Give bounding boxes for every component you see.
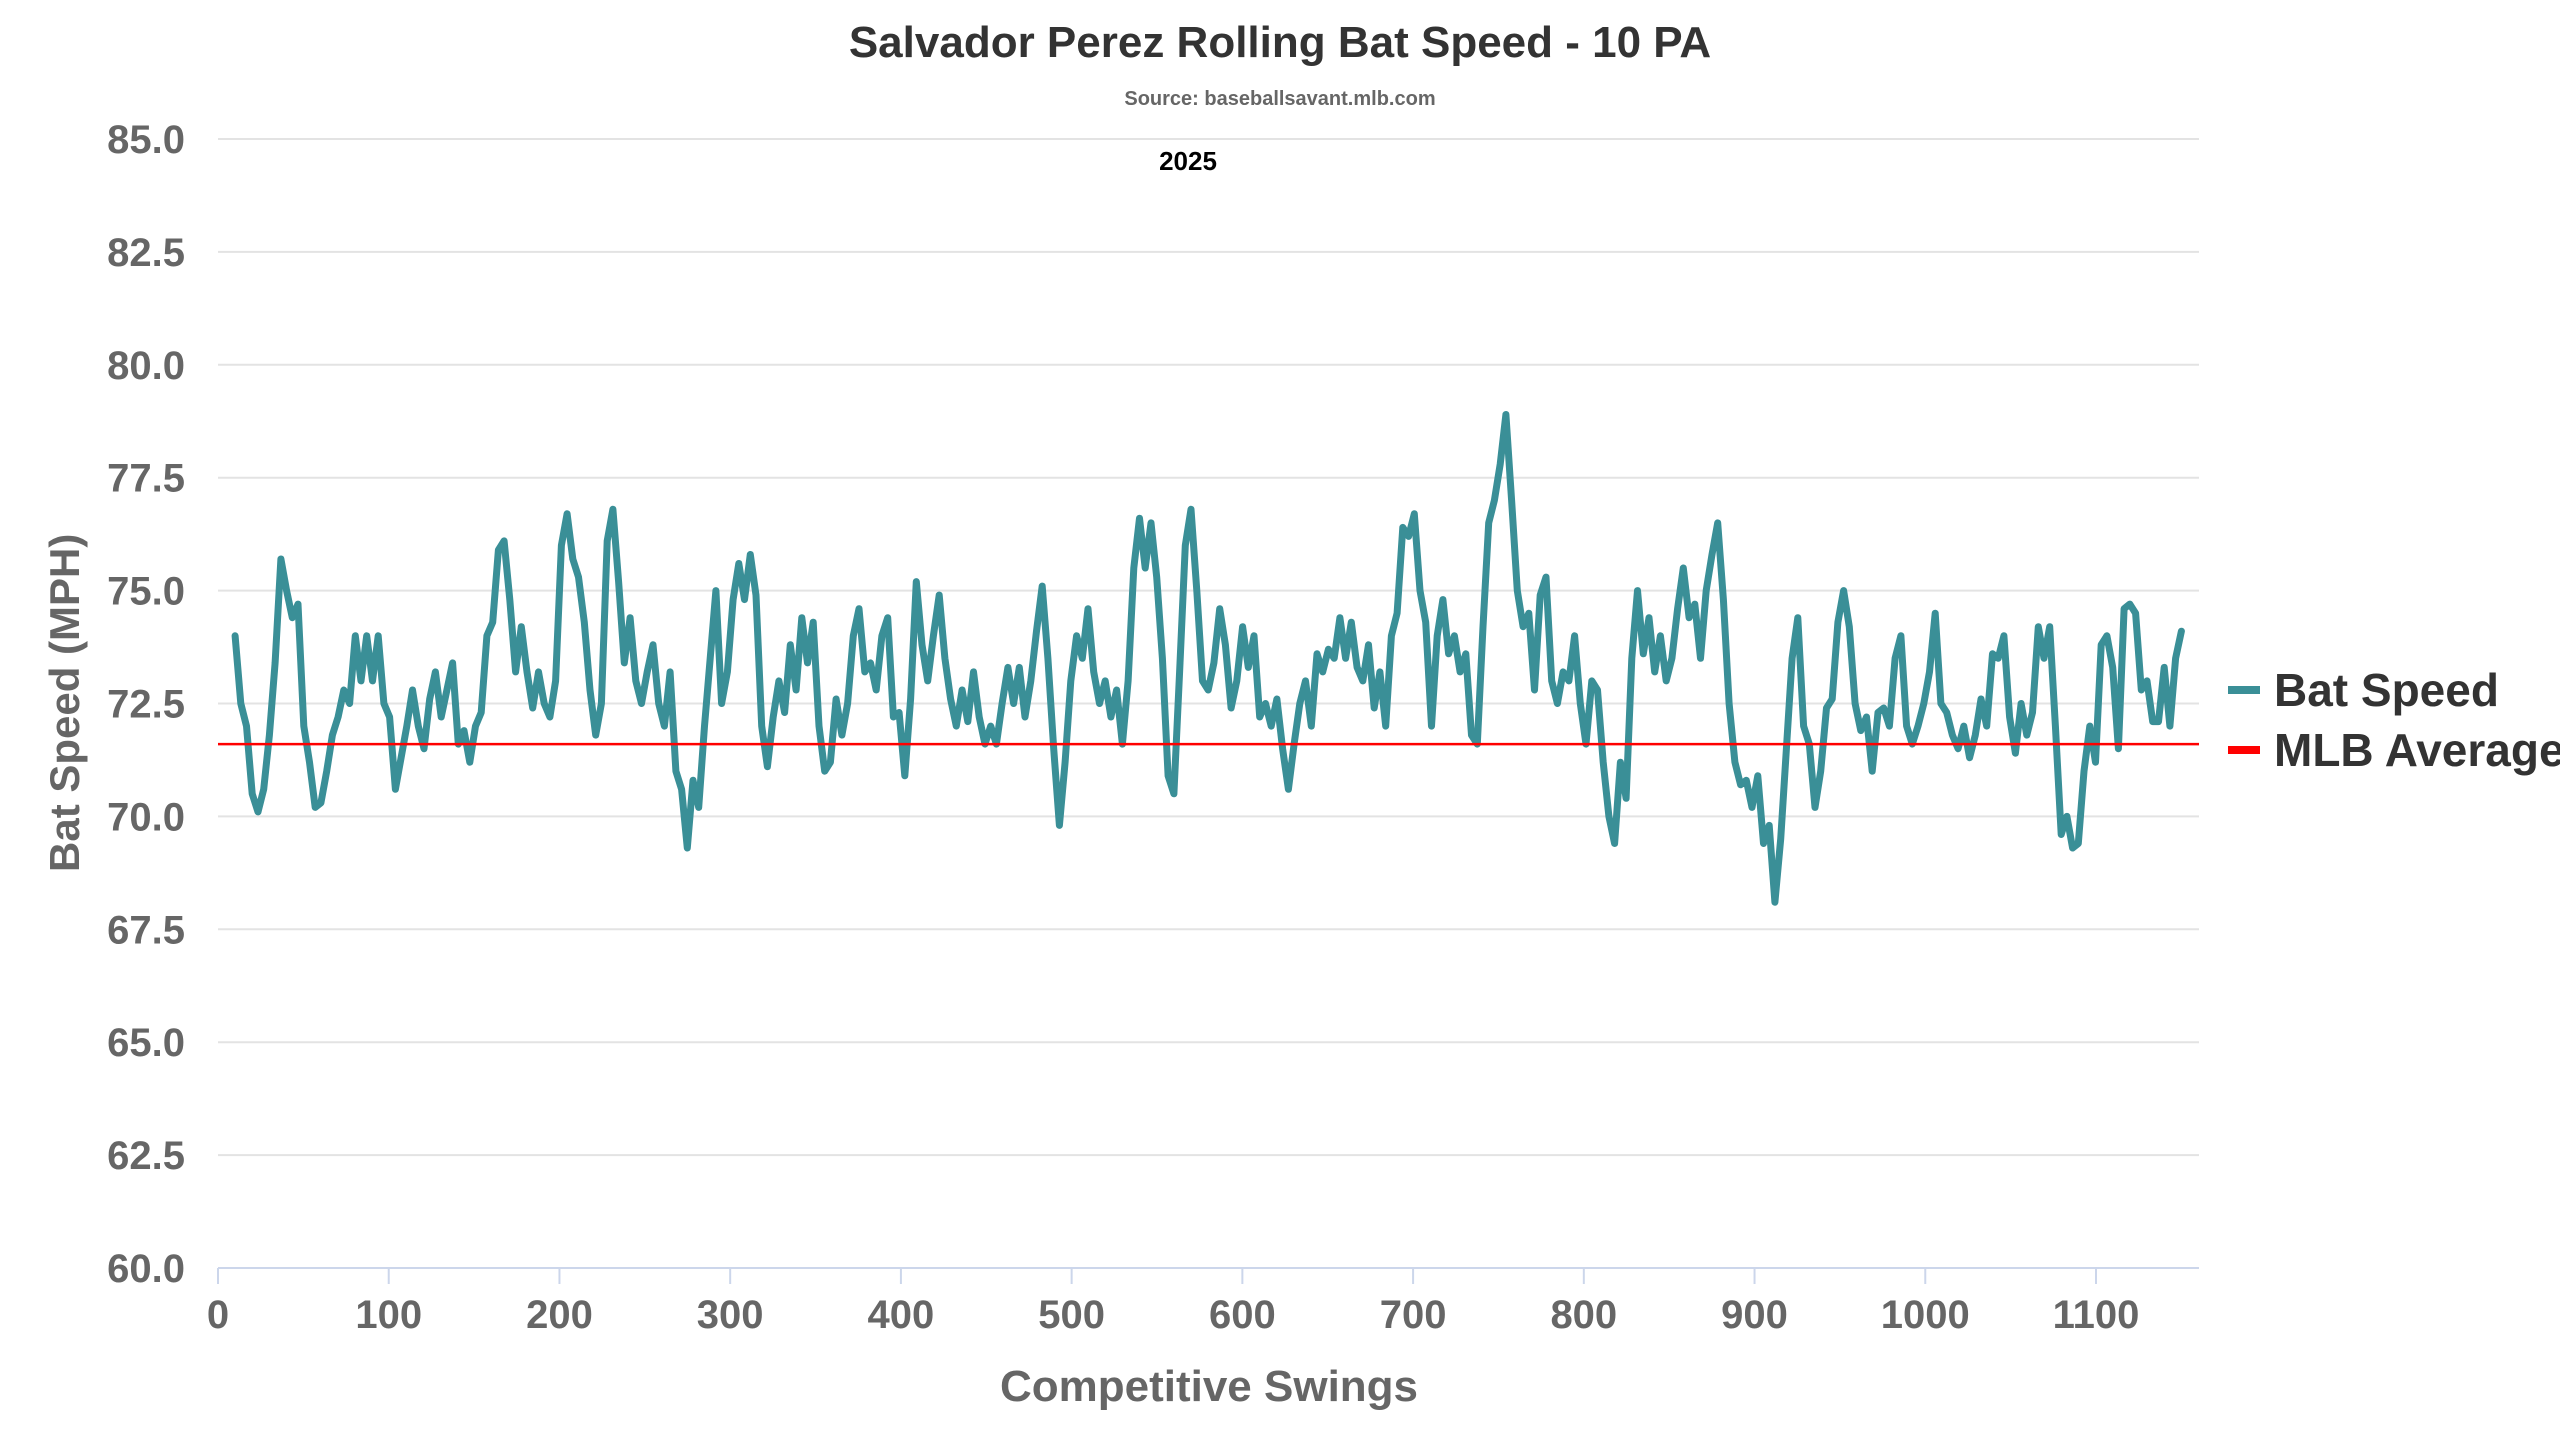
bat-speed-line (231, 411, 2185, 906)
legend-item-mlb-average[interactable]: MLB Average (2228, 720, 2560, 780)
x-tick-label: 900 (1721, 1293, 1788, 1337)
x-tick-label: 600 (1209, 1293, 1276, 1337)
y-tick-label: 65.0 (107, 1021, 185, 1065)
x-tick-label: 1000 (1881, 1293, 1970, 1337)
y-tick-label: 77.5 (107, 457, 185, 501)
y-tick-label: 72.5 (107, 683, 185, 727)
x-tick-label: 800 (1550, 1293, 1617, 1337)
x-tick-label: 400 (868, 1293, 935, 1337)
x-tick-label: 1100 (2053, 1293, 2140, 1337)
legend-label: Bat Speed (2274, 664, 2499, 716)
y-tick-label: 85.0 (107, 118, 185, 162)
x-tick-label: 500 (1038, 1293, 1105, 1337)
x-tick-label: 200 (526, 1293, 593, 1337)
y-tick-label: 75.0 (107, 570, 185, 614)
chart-subtitle: Source: baseballsavant.mlb.com (1124, 88, 1436, 110)
legend-swatch-mlb-average (2228, 746, 2260, 754)
y-tick-label: 67.5 (107, 908, 185, 952)
x-axis-title: Competitive Swings (999, 1362, 1419, 1411)
legend: Bat Speed MLB Average (2228, 660, 2560, 780)
legend-swatch-bat-speed (2228, 686, 2260, 694)
y-tick-label: 70.0 (107, 795, 185, 839)
y-tick-label: 62.5 (107, 1134, 185, 1178)
x-tick-label: 100 (355, 1293, 422, 1337)
y-tick-label: 60.0 (107, 1247, 185, 1291)
legend-label: MLB Average (2274, 724, 2560, 776)
year-annotation: 2025 (1159, 146, 1217, 176)
chart-title: Salvador Perez Rolling Bat Speed - 10 PA (848, 18, 1712, 67)
x-tick-label: 700 (1380, 1293, 1447, 1337)
x-tick-label: 300 (697, 1293, 764, 1337)
y-tick-label: 80.0 (107, 344, 185, 388)
x-tick-label: 0 (207, 1293, 229, 1337)
legend-item-bat-speed[interactable]: Bat Speed (2228, 660, 2560, 720)
y-tick-label: 82.5 (107, 231, 185, 275)
